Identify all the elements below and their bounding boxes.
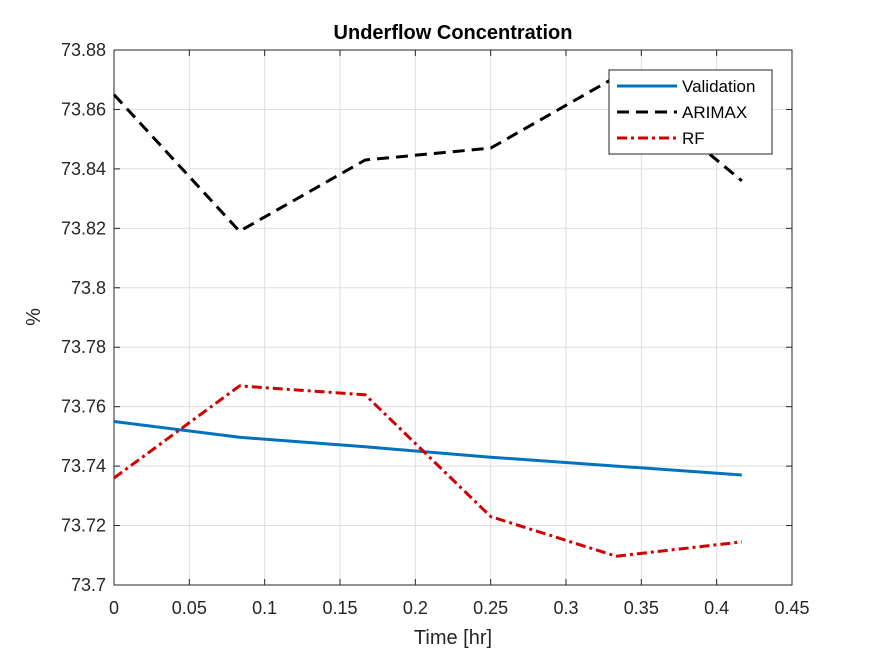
y-tick-label: 73.86 xyxy=(61,99,106,119)
x-tick-label: 0.3 xyxy=(553,598,578,618)
x-tick-label: 0.05 xyxy=(172,598,207,618)
x-axis-label: Time [hr] xyxy=(414,627,492,649)
y-tick-label: 73.78 xyxy=(61,337,106,357)
series-line-rf xyxy=(113,384,742,558)
chart-title: Underflow Concentration xyxy=(334,22,573,44)
x-tick-label: 0.45 xyxy=(774,598,809,618)
x-tick-label: 0.35 xyxy=(624,598,659,618)
legend-label-rf: RF xyxy=(682,129,705,148)
series-line-validation xyxy=(113,420,742,477)
y-tick-label: 73.8 xyxy=(71,278,106,298)
tick-labels: 0 0.05 0.1 0.15 0.2 0.25 0.3 0.35 0.4 0.45 73.7 73.… xyxy=(61,40,810,618)
axes xyxy=(113,49,793,586)
y-tick-label: 73.88 xyxy=(61,40,106,60)
x-tick-label: 0.4 xyxy=(704,598,729,618)
y-tick-label: 73.7 xyxy=(71,575,106,595)
plot-frame xyxy=(113,49,793,586)
y-tick-label: 73.76 xyxy=(61,397,106,417)
legend-label-validation: Validation xyxy=(682,77,755,96)
legend-label-arimax: ARIMAX xyxy=(682,103,747,122)
x-tick-label: 0.1 xyxy=(252,598,277,618)
x-tick-label: 0.2 xyxy=(403,598,428,618)
y-tick-label: 73.82 xyxy=(61,218,106,238)
x-tick-label: 0 xyxy=(109,598,119,618)
legend: Validation ARIMAX RF xyxy=(608,69,773,155)
y-tick-label: 73.72 xyxy=(61,516,106,536)
y-axis-label: % xyxy=(23,308,45,326)
x-tick-label: 0.15 xyxy=(322,598,357,618)
y-tick-label: 73.74 xyxy=(61,456,106,476)
x-tick-label: 0.25 xyxy=(473,598,508,618)
y-tick-label: 73.84 xyxy=(61,159,106,179)
